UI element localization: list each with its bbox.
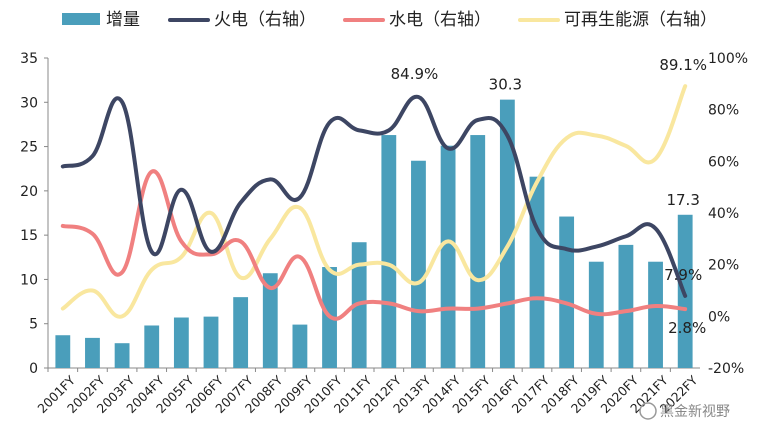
bar xyxy=(648,261,663,368)
y-left-tick-label: 35 xyxy=(20,51,38,67)
bar xyxy=(470,135,486,368)
data-label: 84.9% xyxy=(391,65,439,83)
y-right-tick-label: 100% xyxy=(708,51,748,67)
bar xyxy=(529,176,545,368)
legend-label: 水电（右轴） xyxy=(389,10,491,30)
data-label: 89.1% xyxy=(659,56,707,74)
bar xyxy=(559,216,575,368)
bar xyxy=(292,324,308,368)
annotations: 84.9% 30.3 89.1% 17.3 7.9% 2.8% xyxy=(391,56,707,337)
y-left-tick-label: 5 xyxy=(29,317,38,333)
series-line xyxy=(60,94,688,298)
legend: 增量 火电（右轴） 水电（右轴） 可再生能源（右轴） xyxy=(62,10,717,30)
bar xyxy=(55,335,71,368)
y-right-tick-label: 20% xyxy=(708,258,739,274)
bar xyxy=(114,343,130,368)
y-right-tick-label: 0% xyxy=(708,309,730,325)
legend-label: 可再生能源（右轴） xyxy=(564,10,717,30)
lines xyxy=(60,84,688,321)
y-left-tick-label: 10 xyxy=(20,272,38,288)
y-right-tick-label: -20% xyxy=(708,361,744,377)
bar xyxy=(262,273,278,368)
bar xyxy=(381,135,397,368)
series-line xyxy=(60,84,688,319)
bar xyxy=(203,316,219,368)
bar xyxy=(440,145,456,368)
y-right-tick-label: 80% xyxy=(708,103,739,119)
bar xyxy=(411,160,426,368)
legend-swatch xyxy=(62,13,100,25)
y-left-tick-label: 0 xyxy=(29,361,38,377)
data-label: 7.9% xyxy=(664,266,702,284)
data-label: 2.8% xyxy=(668,319,706,337)
series-line xyxy=(60,169,688,321)
watermark: 黑金新视野 xyxy=(639,402,730,420)
y-left-tick-label: 20 xyxy=(20,184,38,200)
bar xyxy=(173,317,189,368)
bars xyxy=(55,99,693,368)
bar xyxy=(85,337,100,368)
bar xyxy=(618,244,634,368)
watermark-text: 黑金新视野 xyxy=(660,404,730,420)
legend-label: 增量 xyxy=(106,10,140,30)
bar xyxy=(144,325,160,368)
bar xyxy=(233,297,249,368)
legend-label: 火电（右轴） xyxy=(214,10,316,30)
data-label: 30.3 xyxy=(489,76,522,94)
y-left-tick-label: 30 xyxy=(20,95,38,111)
watermark-icon xyxy=(639,402,657,420)
y-left-tick-label: 15 xyxy=(20,228,38,244)
data-label: 17.3 xyxy=(666,191,699,209)
y-right-tick-label: 60% xyxy=(708,154,739,170)
y-left-tick-label: 25 xyxy=(20,140,38,156)
y-right-tick-label: 40% xyxy=(708,206,739,222)
